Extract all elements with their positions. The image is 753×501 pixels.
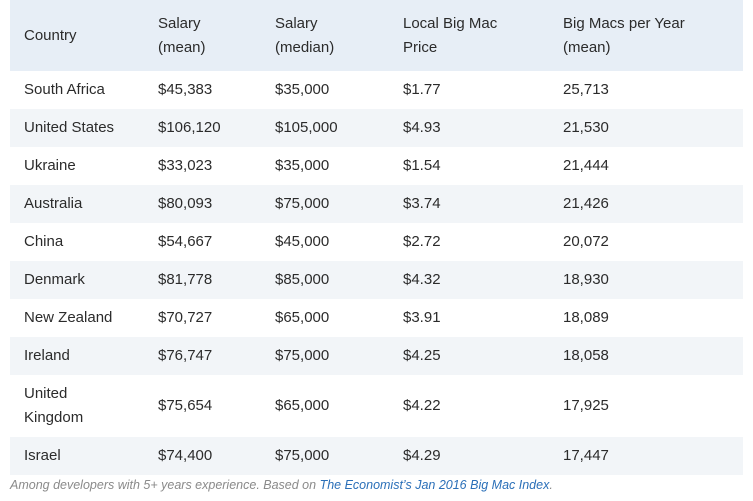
- cell-big-macs-per-year: 17,925: [563, 397, 609, 414]
- header-big-macs-per-year-line2: (mean): [563, 38, 611, 56]
- header-country-line1: Country: [24, 26, 77, 44]
- cell-salary-median: $65,000: [275, 309, 330, 326]
- footnote-text: Among developers with 5+ years experienc…: [10, 478, 320, 492]
- cell-salary-median: $35,000: [275, 157, 330, 174]
- cell-country: Ukraine: [24, 157, 76, 174]
- cell-salary-mean: $45,383: [158, 81, 213, 98]
- big-mac-salary-table-container: Country Salary (mean) Salary (median) Loca…: [10, 0, 743, 475]
- cell-big-macs-per-year: 18,930: [563, 271, 609, 288]
- cell-country: New Zealand: [24, 309, 113, 326]
- cell-big-macs-per-year: 18,058: [563, 347, 609, 364]
- cell-salary-median: $65,000: [275, 397, 330, 414]
- cell-salary-mean: $81,778: [158, 271, 213, 288]
- header-salary-median-line1: Salary: [275, 14, 318, 32]
- cell-country-line2: Kingdom: [24, 409, 84, 426]
- cell-salary-median: $75,000: [275, 347, 330, 364]
- header-salary-median-line2: (median): [275, 38, 335, 56]
- cell-country: China: [24, 233, 64, 250]
- cell-salary-median: $105,000: [275, 119, 338, 136]
- cell-salary-median: $75,000: [275, 447, 330, 464]
- table-row: Denmark $81,778 $85,000 $4.32 18,930: [10, 261, 743, 299]
- header-big-macs-per-year-line1: Big Macs per Year: [563, 14, 685, 32]
- cell-big-macs-per-year: 21,530: [563, 119, 609, 136]
- cell-salary-mean: $106,120: [158, 119, 221, 136]
- table-row: South Africa $45,383 $35,000 $1.77 25,71…: [10, 71, 743, 109]
- cell-salary-mean: $80,093: [158, 195, 213, 212]
- table-header: Country Salary (mean) Salary (median) Loca…: [10, 0, 743, 71]
- cell-big-mac-price: $4.29: [403, 447, 441, 464]
- cell-big-macs-per-year: 25,713: [563, 81, 609, 98]
- header-big-mac-price-line2: Price: [403, 38, 438, 56]
- cell-big-mac-price: $4.93: [403, 119, 441, 136]
- cell-salary-median: $45,000: [275, 233, 330, 250]
- cell-salary-mean: $75,654: [158, 397, 213, 414]
- big-mac-salary-table: Country Salary (mean) Salary (median) Loca…: [10, 0, 743, 475]
- table-footnote: Among developers with 5+ years experienc…: [10, 478, 553, 492]
- header-salary-mean[interactable]: Salary (mean): [144, 0, 261, 71]
- table-row: China $54,667 $45,000 $2.72 20,072: [10, 223, 743, 261]
- table-row: United States $106,120 $105,000 $4.93 21…: [10, 109, 743, 147]
- cell-country: Denmark: [24, 271, 85, 288]
- cell-big-macs-per-year: 21,444: [563, 157, 609, 174]
- cell-salary-mean: $54,667: [158, 233, 213, 250]
- footnote-suffix: .: [549, 478, 553, 492]
- cell-country: Ireland: [24, 347, 70, 364]
- cell-big-mac-price: $1.77: [403, 81, 441, 98]
- header-big-mac-price[interactable]: Local Big Mac Price: [389, 0, 549, 71]
- cell-big-mac-price: $4.22: [403, 397, 441, 414]
- cell-country: South Africa: [24, 81, 105, 98]
- cell-big-mac-price: $2.72: [403, 233, 441, 250]
- header-big-macs-per-year[interactable]: Big Macs per Year (mean): [549, 0, 743, 71]
- cell-country: Israel: [24, 447, 61, 464]
- cell-big-mac-price: $4.25: [403, 347, 441, 364]
- table-row: United Kingdom $75,654 $65,000 $4.22 17,9…: [10, 375, 743, 437]
- cell-big-macs-per-year: 18,089: [563, 309, 609, 326]
- cell-big-macs-per-year: 21,426: [563, 195, 609, 212]
- cell-salary-mean: $33,023: [158, 157, 213, 174]
- header-country[interactable]: Country: [10, 0, 144, 71]
- cell-big-macs-per-year: 17,447: [563, 447, 609, 464]
- cell-salary-mean: $70,727: [158, 309, 213, 326]
- table-row: Australia $80,093 $75,000 $3.74 21,426: [10, 185, 743, 223]
- cell-big-mac-price: $3.74: [403, 195, 441, 212]
- table-body: South Africa $45,383 $35,000 $1.77 25,71…: [10, 71, 743, 475]
- cell-big-macs-per-year: 20,072: [563, 233, 609, 250]
- cell-big-mac-price: $1.54: [403, 157, 441, 174]
- cell-country: United Kingdom: [10, 375, 144, 437]
- table-row: New Zealand $70,727 $65,000 $3.91 18,089: [10, 299, 743, 337]
- cell-country-line1: United: [24, 385, 68, 402]
- cell-country: Australia: [24, 195, 83, 212]
- table-row: Ireland $76,747 $75,000 $4.25 18,058: [10, 337, 743, 375]
- cell-salary-mean: $74,400: [158, 447, 213, 464]
- header-big-mac-price-line1: Local Big Mac: [403, 14, 498, 32]
- cell-big-mac-price: $4.32: [403, 271, 441, 288]
- cell-salary-median: $85,000: [275, 271, 330, 288]
- cell-big-mac-price: $3.91: [403, 309, 441, 326]
- table-row: Israel $74,400 $75,000 $4.29 17,447: [10, 437, 743, 475]
- header-salary-median[interactable]: Salary (median): [261, 0, 389, 71]
- header-row: Country Salary (mean) Salary (median) Loca…: [10, 0, 743, 71]
- cell-salary-mean: $76,747: [158, 347, 213, 364]
- cell-country: United States: [24, 119, 115, 136]
- header-salary-mean-line2: (mean): [158, 38, 206, 56]
- table-row: Ukraine $33,023 $35,000 $1.54 21,444: [10, 147, 743, 185]
- big-mac-index-link[interactable]: The Economist’s Jan 2016 Big Mac Index: [319, 478, 550, 492]
- header-salary-mean-line1: Salary: [158, 14, 201, 32]
- cell-salary-median: $35,000: [275, 81, 330, 98]
- cell-salary-median: $75,000: [275, 195, 330, 212]
